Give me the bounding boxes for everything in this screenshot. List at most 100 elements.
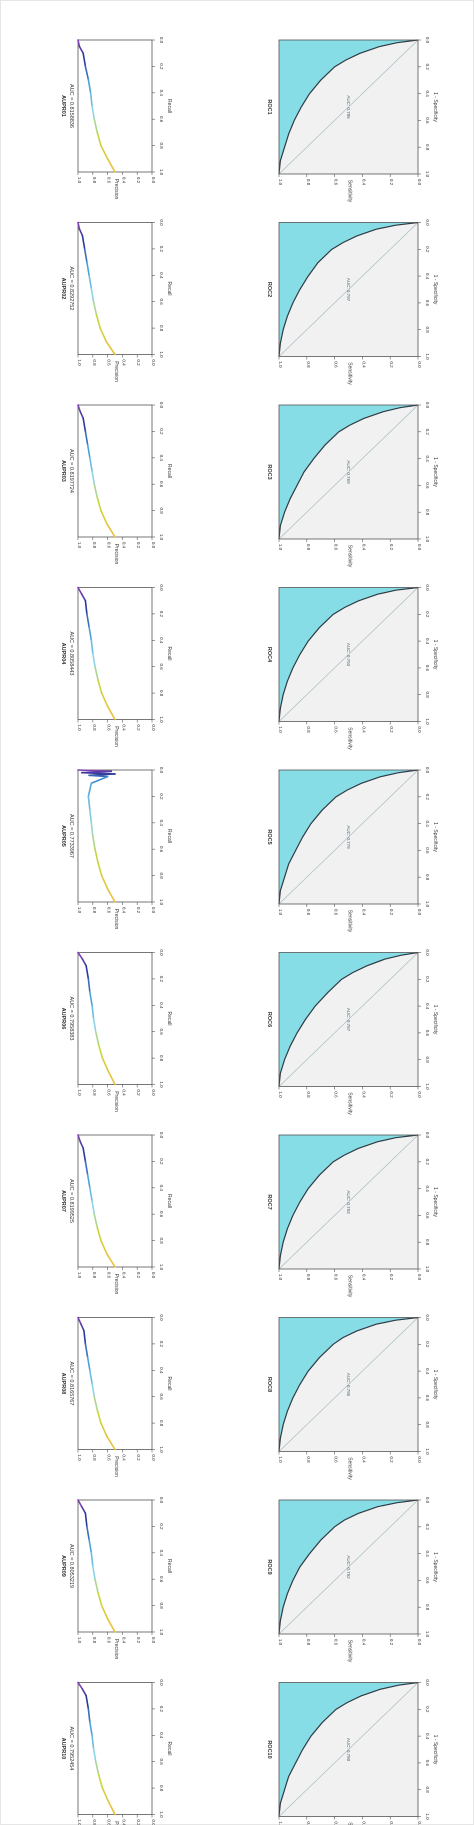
roc-x-tick-label: 1.0 <box>425 1083 430 1090</box>
pr-x-tick-label: 1.0 <box>159 1264 164 1271</box>
pr-curve-segment <box>93 1213 99 1229</box>
pr-curve-segment <box>89 991 93 1007</box>
roc-curve <box>278 221 419 357</box>
pr-curve-segment <box>82 52 87 68</box>
roc-x-tick-label: 0.8 <box>425 692 430 699</box>
pr-x-tick-label: 0.8 <box>159 1420 164 1427</box>
pr-auc-label: AUC = 0.8053219 <box>68 1544 74 1588</box>
roc-panel: 0.0 0.0 0.2 0.2 0.4 0.4 0.6 0.6 0.8 0.8 1.0 1.0 1 - … <box>266 1497 438 1663</box>
pr-y-tick-label: 0.6 <box>107 1454 112 1461</box>
pr-curve-segment <box>86 443 91 459</box>
roc-auc-annotation: AUC: 0.793 <box>346 1190 351 1214</box>
roc-y-axis-label: Sensitivity <box>347 727 353 750</box>
pr-y-tick-label: 0.4 <box>121 1272 126 1279</box>
pr-curve-segment <box>88 274 93 290</box>
pr-title: AUPR02 <box>60 278 66 300</box>
roc-y-axis-label: Sensitivity <box>347 1640 353 1663</box>
pr-curve-segment <box>94 665 99 681</box>
pr-curve-segment <box>90 287 95 303</box>
pr-x-tick-label: 0.6 <box>159 1211 164 1218</box>
pr-y-tick-label: 0.0 <box>151 724 156 731</box>
pr-x-tick-label: 1.0 <box>159 1081 164 1088</box>
pr-curve-segment <box>85 1694 90 1710</box>
pr-y-tick-label: 0.0 <box>151 1637 156 1644</box>
roc-plot-frame <box>278 1499 419 1635</box>
roc-x-tick-label: 0.0 <box>425 1314 430 1321</box>
pr-panel: 0.0 0.0 0.2 0.2 0.4 0.4 0.6 0.6 0.8 0.8 1.0 1.0 Reca… <box>60 949 172 1112</box>
roc-y-tick-label: 0.2 <box>389 361 394 368</box>
pr-curve-segment <box>84 1343 89 1358</box>
roc-y-tick-label: 0.2 <box>389 1639 394 1646</box>
roc-title: ROC3 <box>266 464 272 479</box>
pr-y-axis-label: Precision <box>113 544 119 565</box>
pr-title: AUPR03 <box>60 460 66 482</box>
pr-y-tick-label: 0.4 <box>121 724 126 731</box>
pr-y-tick-label: 0.8 <box>92 359 97 366</box>
roc-y-tick-label: 1.0 <box>278 1639 283 1646</box>
roc-x-tick-label: 0.8 <box>425 144 430 151</box>
roc-y-tick-label: 0.0 <box>417 1456 422 1463</box>
roc-diagonal <box>278 1682 419 1817</box>
roc-y-tick-label: 0.4 <box>361 179 366 186</box>
roc-auc-area <box>279 1317 418 1452</box>
roc-y-tick-label: 1.0 <box>278 361 283 368</box>
roc-diagonal <box>278 1134 419 1270</box>
pr-y-axis-label: Precision <box>113 1274 119 1295</box>
roc-title: ROC1 <box>266 99 272 114</box>
roc-x-tick-label: 0.0 <box>425 584 430 591</box>
pr-curve-segment <box>82 1147 87 1163</box>
pr-curve-segment <box>97 1044 104 1059</box>
roc-y-tick-label: 1.0 <box>278 1091 283 1098</box>
roc-x-tick-label: 0.8 <box>425 1422 430 1429</box>
pr-curve-segment <box>83 1329 87 1345</box>
pr-curve-segment <box>84 65 90 81</box>
pr-curve-segment <box>89 808 93 824</box>
pr-curve-segment <box>92 300 98 316</box>
roc-plot-frame <box>278 952 419 1087</box>
pr-y-tick-label: 0.8 <box>92 907 97 914</box>
pr-curve-segment <box>89 456 93 472</box>
pr-panel: 0.0 0.0 0.2 0.2 0.4 0.4 0.6 0.6 0.8 0.8 1.0 1.0 Reca… <box>60 584 172 747</box>
pr-curve-segment <box>97 679 103 694</box>
pr-curve-segment <box>93 483 99 499</box>
roc-x-tick-label: 0.2 <box>425 246 430 253</box>
pr-title: AUPR04 <box>60 643 66 666</box>
pr-y-tick-label: 1.0 <box>77 542 82 549</box>
pr-x-tick-label: 0.0 <box>159 37 164 44</box>
pr-x-tick-label: 1.0 <box>159 169 164 176</box>
pr-plot-frame <box>77 1134 153 1268</box>
roc-auc-annotation: AUC: 0.757 <box>346 1008 351 1032</box>
roc-y-tick-label: 0.4 <box>361 1639 366 1646</box>
pr-curve-segment <box>100 1239 108 1255</box>
pr-curve-segment <box>77 1316 82 1325</box>
pr-curve-segment <box>84 1160 89 1176</box>
roc-plot-frame <box>278 39 419 175</box>
pr-curve-segment <box>97 861 103 877</box>
pr-auc-label: AUC = 0.7958383 <box>68 997 74 1041</box>
roc-curve <box>278 1316 419 1452</box>
roc-y-tick-label: 0.6 <box>334 1821 339 1825</box>
pr-x-tick-label: 0.2 <box>159 793 164 800</box>
roc-x-tick-label: 0.6 <box>425 1395 430 1402</box>
roc-y-tick-label: 1.0 <box>278 1821 283 1825</box>
roc-x-axis-label: 1 - Specificity <box>432 275 438 305</box>
pr-y-tick-label: 0.8 <box>92 1272 97 1279</box>
pr-curve-segment <box>92 652 96 668</box>
roc-y-tick-label: 0.2 <box>389 909 394 916</box>
pr-y-axis-label: Precision <box>113 909 119 930</box>
pr-curve-segment <box>89 92 93 107</box>
roc-y-tick-label: 0.6 <box>334 1274 339 1281</box>
pr-x-tick-label: 0.8 <box>159 507 164 514</box>
pr-curve-segment <box>89 1721 93 1737</box>
pr-x-tick-label: 0.4 <box>159 272 164 279</box>
pr-x-tick-label: 1.0 <box>159 899 164 906</box>
roc-y-tick-label: 0.2 <box>389 1274 394 1281</box>
roc-x-axis-label: 1 - Specificity <box>432 640 438 670</box>
pr-curve-segment <box>88 1538 93 1554</box>
roc-y-tick-label: 0.0 <box>417 726 422 733</box>
roc-x-tick-label: 0.8 <box>425 1239 430 1246</box>
pr-curve-segment <box>77 221 81 230</box>
pr-y-tick-label: 0.0 <box>151 359 156 366</box>
pr-x-axis-label: Recall <box>166 1559 172 1573</box>
roc-y-tick-label: 0.0 <box>417 179 422 186</box>
